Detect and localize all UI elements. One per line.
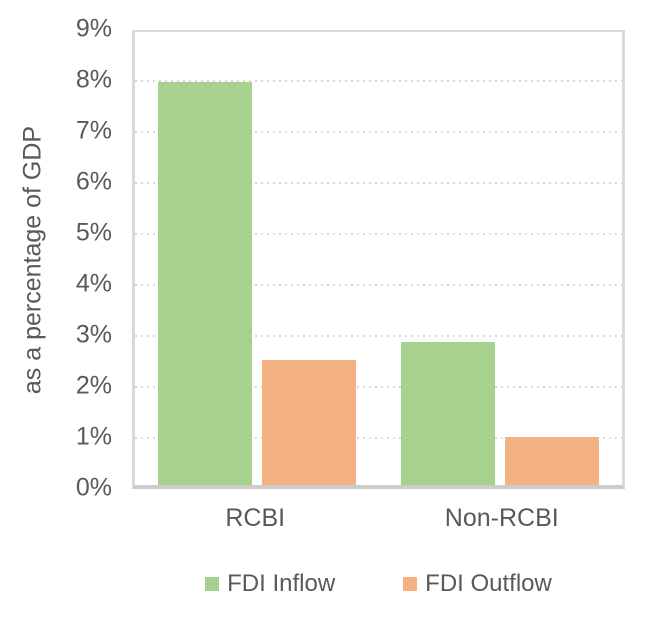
gridline-7 — [135, 131, 622, 133]
gridline-8 — [135, 80, 622, 82]
y-tick-label-3: 3% — [75, 320, 112, 349]
gridline-5 — [135, 233, 622, 235]
y-tick-label-1: 1% — [75, 422, 112, 451]
bar-rcbi-fdi-inflow — [157, 82, 252, 485]
x-axis-category-labels: RCBI Non-RCBI — [132, 504, 625, 533]
bar-group-rcbi — [157, 82, 356, 485]
y-tick-label-6: 6% — [75, 167, 112, 196]
gridline-2 — [135, 386, 622, 388]
y-tick-label-7: 7% — [75, 116, 112, 145]
bar-non-rcbi-fdi-outflow — [505, 436, 600, 485]
gridline-6 — [135, 182, 622, 184]
gridline-3 — [135, 335, 622, 337]
legend-swatch-icon — [205, 577, 220, 591]
legend-item-fdi-outflow: FDI Outflow — [403, 572, 552, 596]
y-tick-label-2: 2% — [75, 371, 112, 400]
gridline-4 — [135, 284, 622, 286]
y-tick-label-0: 0% — [75, 473, 112, 502]
legend-label: FDI Inflow — [227, 570, 336, 597]
gridline-1 — [135, 437, 622, 439]
y-axis-title: as a percentage of GDP — [18, 125, 47, 395]
x-label-non-rcbi: Non-RCBI — [444, 504, 559, 532]
y-tick-label-4: 4% — [75, 269, 112, 298]
plot-area — [132, 30, 625, 489]
y-tick-label-5: 5% — [75, 218, 112, 247]
bar-group-non-rcbi — [401, 342, 600, 485]
legend-item-fdi-inflow: FDI Inflow — [205, 572, 335, 596]
legend-swatch-icon — [403, 577, 418, 591]
y-tick-label-8: 8% — [75, 65, 112, 94]
legend-label: FDI Outflow — [425, 570, 552, 597]
x-label-rcbi: RCBI — [225, 504, 286, 532]
bar-non-rcbi-fdi-inflow — [401, 342, 496, 485]
y-tick-label-9: 9% — [75, 14, 112, 43]
legend: FDI Inflow FDI Outflow — [132, 572, 625, 596]
bar-rcbi-fdi-outflow — [261, 360, 356, 485]
